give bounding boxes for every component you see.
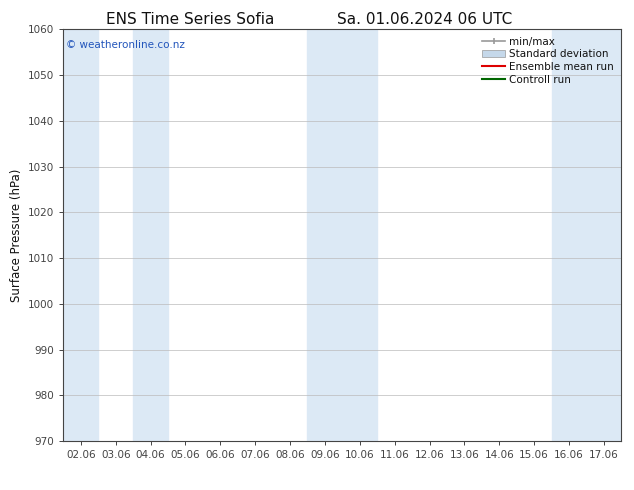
Bar	[552, 29, 621, 441]
Bar	[133, 29, 168, 441]
Bar	[63, 29, 98, 441]
Text: © weatheronline.co.nz: © weatheronline.co.nz	[66, 40, 185, 49]
Text: Sa. 01.06.2024 06 UTC: Sa. 01.06.2024 06 UTC	[337, 12, 512, 27]
Bar	[307, 29, 377, 441]
Text: ENS Time Series Sofia: ENS Time Series Sofia	[106, 12, 275, 27]
Legend: min/max, Standard deviation, Ensemble mean run, Controll run: min/max, Standard deviation, Ensemble me…	[478, 32, 618, 89]
Y-axis label: Surface Pressure (hPa): Surface Pressure (hPa)	[10, 169, 23, 302]
